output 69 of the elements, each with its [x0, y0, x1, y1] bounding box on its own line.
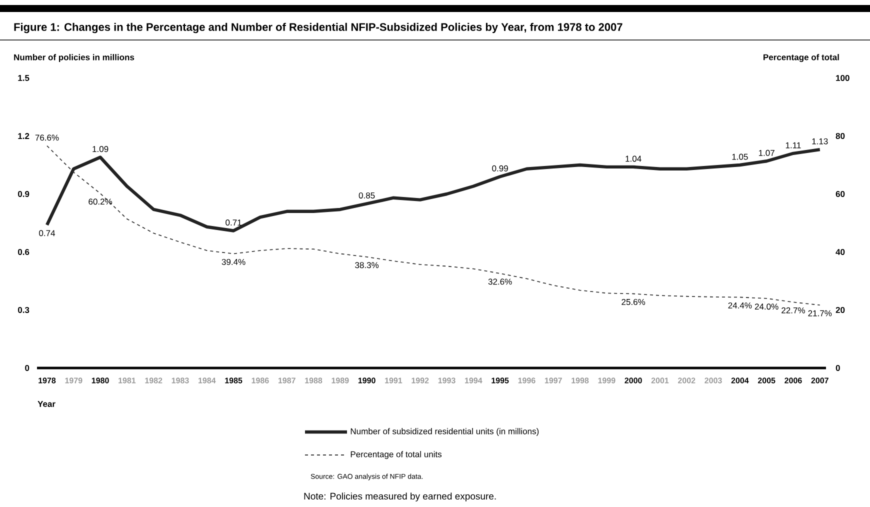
data-label: 39.4% — [222, 258, 246, 265]
x-tick-label: 1998 — [572, 378, 589, 384]
x-tick-label: 2006 — [784, 378, 802, 384]
data-label: 76.6% — [35, 134, 59, 141]
y-tick-label: 1.2 — [18, 133, 30, 139]
data-label: 1.11 — [786, 142, 801, 148]
data-label: 0.71 — [226, 220, 242, 226]
y-tick-label: 1.5 — [18, 75, 30, 81]
data-label: 32.6% — [488, 278, 512, 285]
x-tick-label: 1983 — [172, 378, 189, 384]
x-tick-label: 1990 — [358, 378, 376, 384]
x-tick-label: 2005 — [758, 378, 776, 384]
x-tick-label: 1989 — [332, 378, 349, 384]
x-tick-label: 1987 — [278, 378, 296, 384]
y2-tick-label: 40 — [836, 248, 845, 256]
x-tick-label: 2004 — [731, 378, 749, 384]
x-tick-label: 1997 — [544, 378, 562, 384]
x-axis-title: Year — [38, 401, 56, 407]
x-tick-label: 2003 — [704, 378, 722, 384]
x-tick-label: 1985 — [225, 378, 242, 384]
y-tick-label: 0.6 — [18, 249, 30, 256]
data-label: 24.0% — [754, 304, 778, 310]
x-tick-label: 1995 — [492, 378, 509, 384]
x-tick-label: 1978 — [38, 378, 56, 384]
x-tick-label: 1981 — [118, 378, 136, 384]
data-label: 38.3% — [355, 262, 379, 268]
y2-tick-label: 0 — [836, 364, 840, 372]
data-label: 1.07 — [758, 150, 774, 156]
x-tick-label: 1996 — [518, 378, 536, 384]
text: Note: Policies measured by earned exposure. — [304, 492, 496, 502]
x-tick-label: 1999 — [598, 378, 616, 384]
y2-tick-label: 80 — [836, 132, 845, 140]
data-label: 22.7% — [782, 307, 805, 314]
legend-label: Percentage of total units — [350, 451, 442, 459]
data-label: 1.09 — [92, 146, 108, 152]
chart-title: Figure 1: Changes in the Percentage and Number of Residential NFIP-Subsidized Policies by Year, from 1978 to 2007 — [14, 22, 622, 34]
x-tick-label: 1980 — [92, 378, 109, 384]
data-label: 0.74 — [39, 230, 56, 236]
x-tick-label: 1986 — [252, 378, 269, 384]
x-tick-label: 1994 — [465, 378, 482, 384]
y2-tick-label: 20 — [836, 306, 845, 314]
data-label: 0.85 — [358, 192, 375, 198]
data-label: 60.2% — [88, 198, 112, 205]
x-tick-label: 1979 — [65, 378, 82, 384]
data-label: 1.04 — [626, 156, 642, 162]
data-label: 1.05 — [732, 154, 748, 160]
x-tick-label: 1982 — [145, 378, 162, 384]
x-tick-label: 1993 — [438, 378, 456, 384]
y-tick-label: 0.9 — [18, 191, 30, 198]
data-label: 25.6% — [622, 298, 646, 305]
data-label: 24.4% — [728, 302, 752, 308]
data-label: 21.7% — [808, 310, 832, 316]
x-tick-label: 1991 — [385, 378, 402, 384]
y2-tick-label: 60 — [836, 190, 845, 198]
legend-label: Number of subsidized residential units (in millions) — [350, 428, 539, 436]
x-tick-label: 1988 — [305, 378, 322, 384]
data-label: 1.13 — [812, 138, 828, 144]
y-tick-label: 0 — [25, 364, 30, 372]
x-tick-label: 1992 — [412, 378, 429, 384]
y-axis-title: Number of policies in millions — [14, 54, 134, 62]
x-tick-label: 2002 — [678, 378, 696, 384]
x-tick-label: 2000 — [624, 378, 642, 384]
y-tick-label: 0.3 — [18, 306, 30, 314]
data-label: 0.99 — [492, 165, 508, 172]
x-tick-label: 1984 — [198, 378, 216, 384]
x-tick-label: 2007 — [811, 378, 828, 384]
x-tick-label: 2001 — [651, 378, 669, 384]
y2-axis-title: Percentage of total — [764, 54, 839, 62]
y2-tick-label: 100 — [836, 74, 850, 82]
